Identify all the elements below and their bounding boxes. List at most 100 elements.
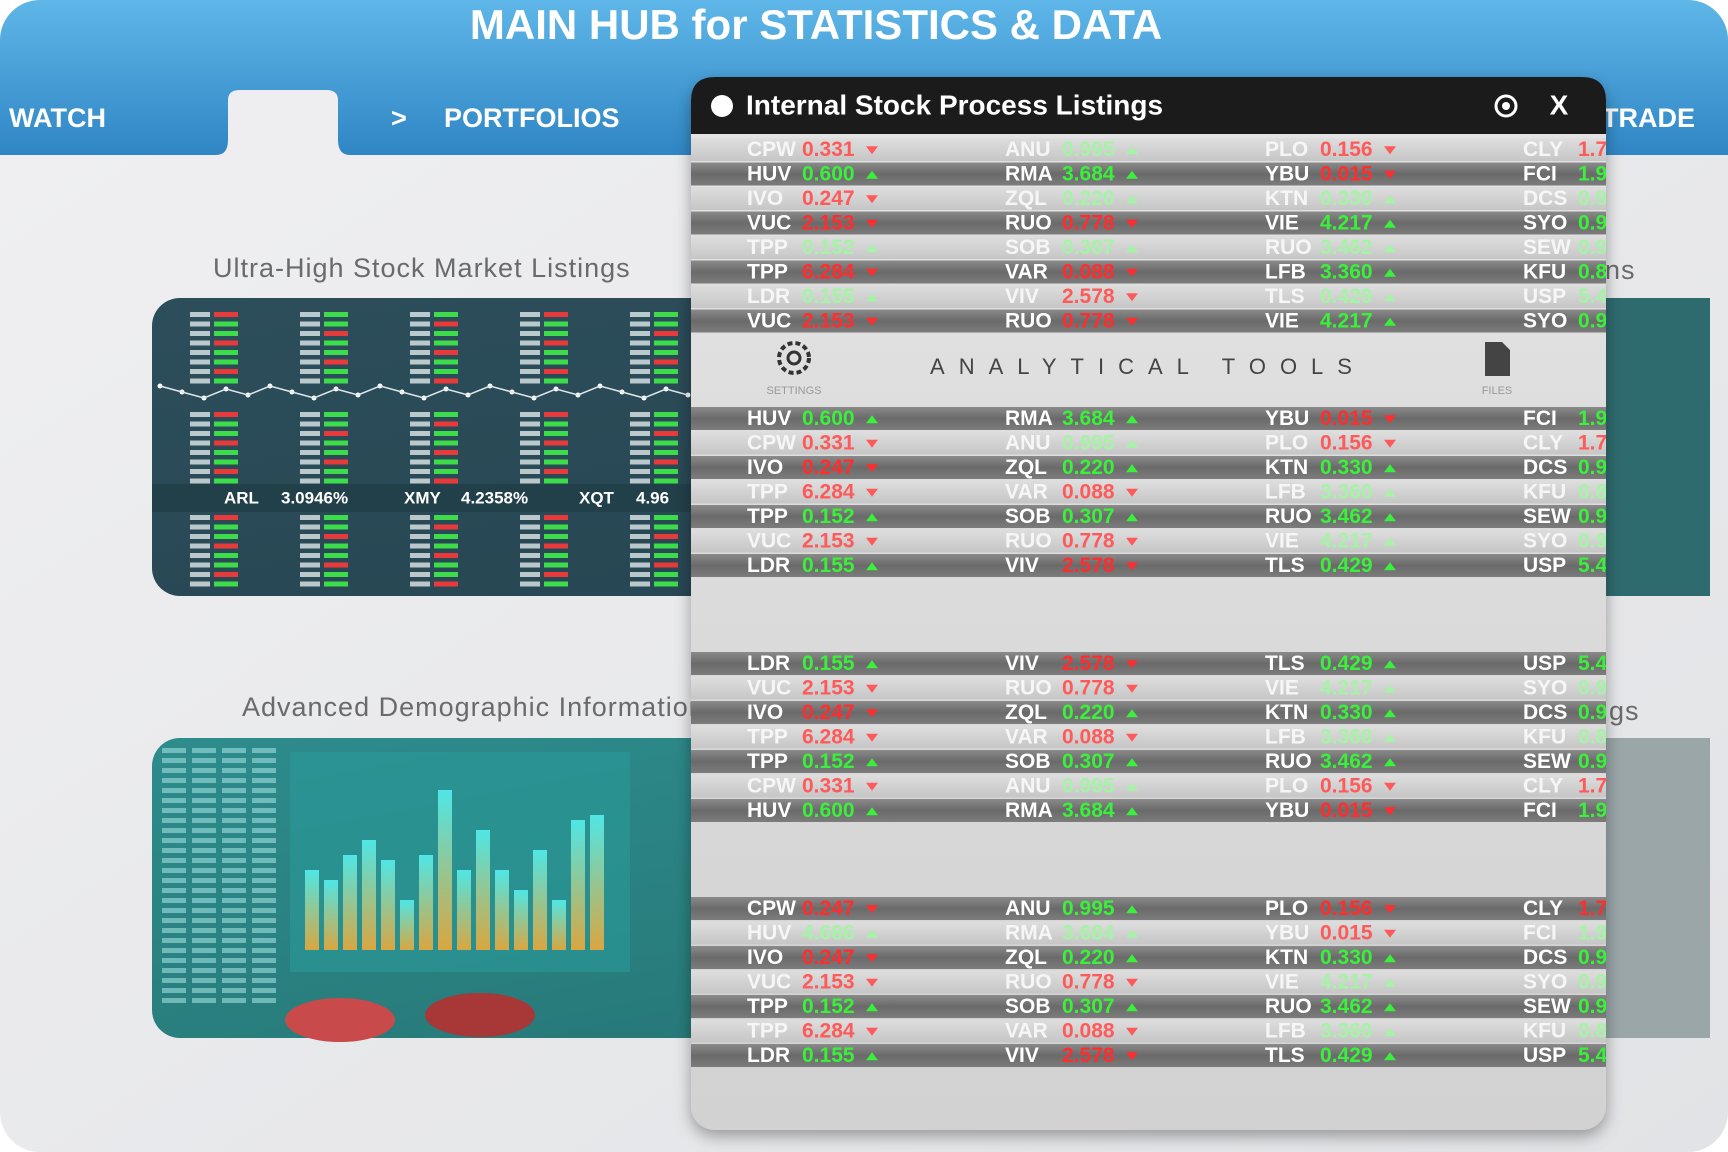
mini-value — [654, 312, 678, 317]
ticker: ZQL — [1005, 946, 1047, 969]
mini-value — [324, 359, 348, 365]
mini-value — [544, 340, 568, 346]
ticker: LDR — [747, 652, 790, 675]
mini-value — [214, 331, 238, 336]
mini-value — [654, 562, 678, 568]
mini-cell — [162, 748, 186, 753]
mini-ticker — [630, 534, 650, 539]
mini-value — [214, 469, 238, 474]
mini-ticker — [190, 378, 210, 384]
settings-button[interactable]: SETTINGS — [766, 341, 822, 397]
mini-cell — [192, 998, 216, 1003]
mini-ticker — [300, 359, 320, 365]
mini-ticker — [520, 369, 540, 374]
mini-value — [544, 581, 568, 587]
price: 0.155 — [802, 652, 855, 675]
ticker: RUO — [1265, 995, 1312, 1018]
arrow-up — [1384, 978, 1396, 987]
arrow-down — [1384, 807, 1396, 816]
ticker: VIE — [1265, 676, 1299, 699]
ticker: RMA — [1005, 799, 1053, 822]
ticker: IVO — [747, 187, 783, 210]
mini-ticker — [630, 572, 650, 577]
price: 0.9 — [1578, 946, 1607, 969]
mini-line — [159, 385, 689, 399]
arrow-down — [1126, 488, 1138, 497]
nav-tab[interactable]: TRADE — [1602, 103, 1695, 133]
row-band — [691, 505, 1606, 528]
mini-ticker — [410, 312, 430, 317]
ticker: TPP — [747, 505, 788, 528]
price: 0.600 — [802, 407, 855, 430]
mini-ticker — [520, 321, 540, 327]
ticker: VUC — [747, 676, 791, 699]
nav-tab[interactable]: WATCH — [9, 103, 106, 133]
close-button[interactable]: X — [1550, 89, 1569, 120]
price: 0.8 — [1578, 260, 1608, 283]
mini-cell — [192, 978, 216, 983]
price: 2.578 — [1062, 285, 1115, 308]
mini-cell — [192, 988, 216, 993]
row-band — [691, 921, 1606, 945]
mini-value — [434, 478, 458, 484]
arrow-down — [1384, 439, 1396, 448]
mini-value — [434, 431, 458, 436]
mini-cell — [252, 748, 276, 753]
arrow-up — [1126, 513, 1138, 522]
modal-options-icon[interactable] — [1494, 94, 1518, 118]
mini-cell — [162, 818, 186, 823]
mini-value — [544, 534, 568, 539]
mini-value — [324, 478, 348, 484]
deco-bar — [305, 870, 319, 950]
deco-bar — [381, 860, 395, 950]
arrow-up — [1384, 488, 1396, 497]
price: 0.330 — [1320, 187, 1373, 210]
arrow-up — [1384, 513, 1396, 522]
mini-value — [214, 581, 238, 587]
arrow-up — [1126, 929, 1138, 938]
mini-cell — [162, 998, 186, 1003]
mini-cell — [222, 818, 246, 823]
mini-value — [324, 515, 348, 520]
mini-ticker — [520, 478, 540, 484]
mini-ticker — [410, 450, 430, 455]
mini-ticker — [630, 321, 650, 327]
mini-cell — [192, 948, 216, 953]
ticker: LDR — [747, 1044, 790, 1067]
price: 3.360 — [1320, 260, 1373, 283]
ticker: KFU — [1523, 480, 1566, 503]
mini-cell — [192, 888, 216, 893]
nav-tab[interactable]: PORTFOLIOS — [444, 103, 620, 133]
mini-value — [434, 450, 458, 455]
price: 0.995 — [1062, 138, 1115, 161]
mini-ticker — [410, 440, 430, 446]
mini-ticker — [410, 562, 430, 568]
arrow-down — [866, 978, 878, 987]
gear-icon — [777, 341, 811, 375]
mini-ticker — [300, 378, 320, 384]
mini-cell — [192, 868, 216, 873]
arrow-up — [1126, 709, 1138, 718]
files-button[interactable]: FILES — [1482, 342, 1513, 397]
mini-cell — [162, 868, 186, 873]
mini-cell — [222, 908, 246, 913]
mini-value — [654, 515, 678, 520]
mini-ticker — [630, 359, 650, 365]
ticker: YBU — [1265, 162, 1309, 185]
ticker: ANU — [1005, 774, 1051, 797]
price: 0.220 — [1062, 946, 1115, 969]
arrow-up — [866, 293, 878, 302]
deco-bar — [590, 815, 604, 950]
mini-value — [214, 515, 238, 520]
mini-cell — [222, 998, 246, 1003]
mini-cell — [192, 788, 216, 793]
mini-cell — [222, 748, 246, 753]
ticker: HUV — [747, 407, 791, 430]
mini-value — [214, 340, 238, 346]
mini-ticker — [190, 524, 210, 530]
arrow-up — [1126, 439, 1138, 448]
mini-value — [544, 459, 568, 465]
hub-title: MAIN HUB for STATISTICS & DATA — [470, 1, 1162, 48]
mini-value — [654, 524, 678, 530]
ticker: RUO — [1265, 750, 1312, 773]
